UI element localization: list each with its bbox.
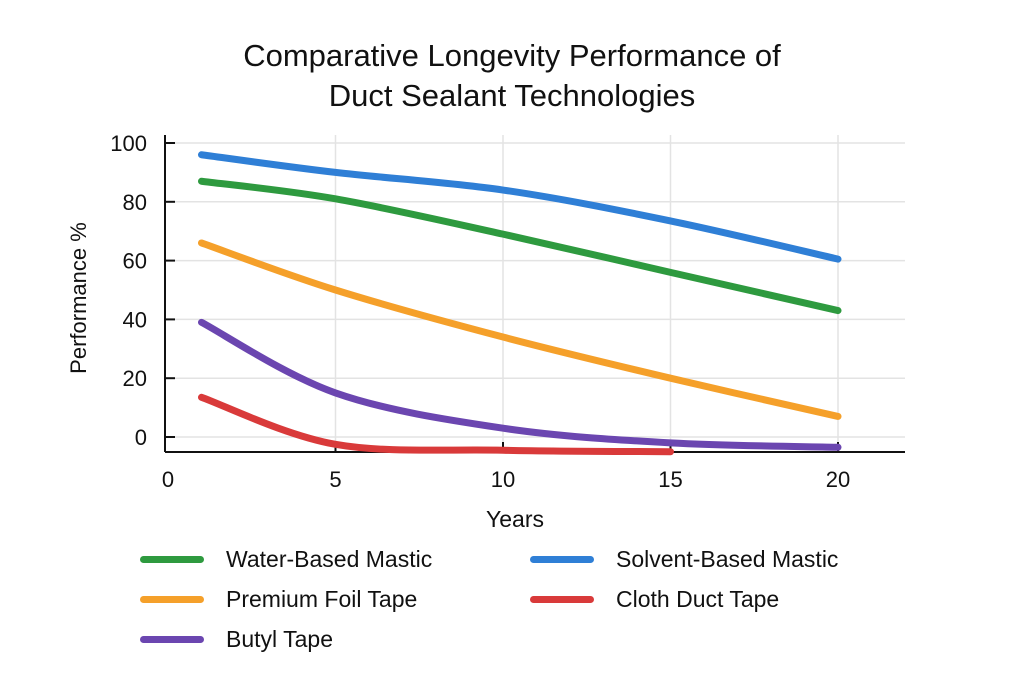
legend-item: Premium Foil Tape (140, 586, 417, 613)
x-axis-label: Years (486, 506, 544, 532)
legend-swatch (140, 556, 204, 563)
legend-label: Water-Based Mastic (226, 546, 433, 572)
y-tick-label: 100 (110, 131, 147, 156)
legend-label: Solvent-Based Mastic (616, 546, 839, 572)
legend-label: Cloth Duct Tape (616, 586, 780, 612)
y-tick-label: 60 (123, 249, 147, 274)
x-tick-label: 10 (491, 467, 515, 492)
legend-label: Premium Foil Tape (226, 586, 418, 612)
series-line-solvent-based-mastic (198, 151, 842, 263)
x-tick-label: 5 (329, 467, 341, 492)
legend-label: Butyl Tape (226, 626, 333, 652)
x-tick-label: 0 (162, 467, 174, 492)
x-tick-label: 15 (658, 467, 682, 492)
legend-swatch (530, 596, 594, 603)
y-tick-label: 40 (123, 307, 147, 332)
series-line-premium-foil-tape (198, 239, 842, 420)
series-line-butyl-tape (198, 318, 842, 451)
legend-swatch (530, 556, 594, 563)
chart-title-line-2: Duct Sealant Technologies (328, 78, 696, 113)
x-tick-label: 20 (826, 467, 850, 492)
y-tick-label: 0 (135, 425, 147, 450)
chart-title: Comparative Longevity Performance of Duc… (0, 36, 1024, 116)
legend-item: Butyl Tape (140, 626, 333, 653)
legend-swatch (140, 596, 204, 603)
legend-swatch (140, 636, 204, 643)
legend-item: Cloth Duct Tape (530, 586, 779, 613)
series-line-water-based-mastic (198, 177, 842, 315)
y-tick-label: 20 (123, 366, 147, 391)
legend-item: Water-Based Mastic (140, 546, 432, 573)
y-axis-label: Performance % (66, 222, 91, 374)
legend-item: Solvent-Based Mastic (530, 546, 838, 573)
chart-title-line-1: Comparative Longevity Performance of (243, 38, 781, 73)
y-tick-label: 80 (123, 190, 147, 215)
series-line-cloth-duct-tape (198, 393, 674, 456)
